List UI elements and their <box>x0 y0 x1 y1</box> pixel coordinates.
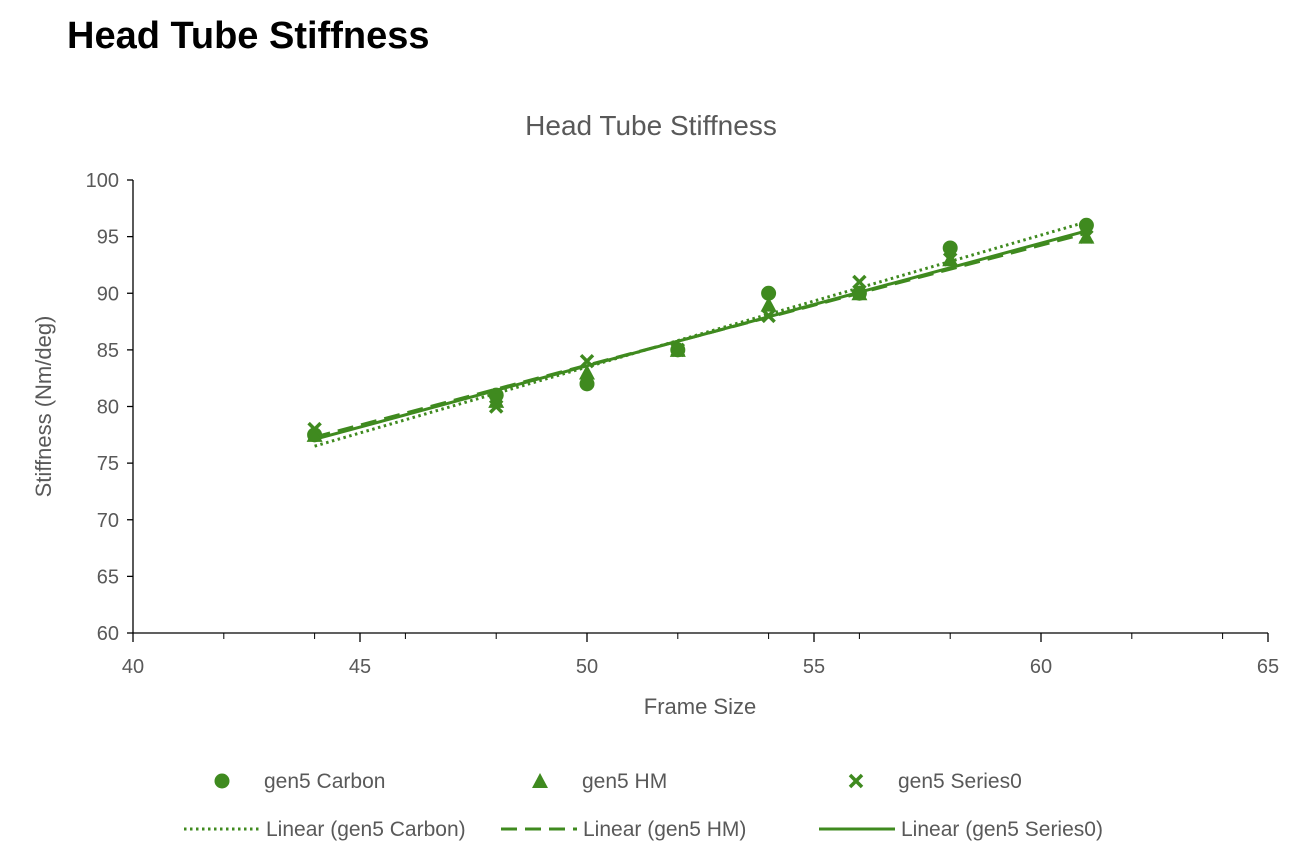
x-tick-label: 65 <box>1257 656 1279 678</box>
data-point-x <box>307 421 322 437</box>
data-point-triangle <box>851 285 868 301</box>
x-axis-label: Frame Size <box>644 694 756 719</box>
x-marker-stroke <box>761 308 776 324</box>
data-point-triangle <box>579 364 595 380</box>
y-tick-label: 60 <box>97 623 119 645</box>
legend-label: Linear (gen5 Carbon) <box>266 818 466 841</box>
x-marker-stroke <box>488 399 504 414</box>
y-tick-label: 95 <box>97 227 119 249</box>
data-point-circle <box>942 240 958 256</box>
x-marker-stroke <box>942 252 958 267</box>
x-tick-label: 40 <box>122 656 144 678</box>
data-point-triangle <box>306 426 323 442</box>
x-tick-label: 60 <box>1030 656 1052 678</box>
x-marker-stroke <box>1079 229 1094 244</box>
y-tick-label: 90 <box>97 283 119 305</box>
data-point-x <box>488 399 504 414</box>
y-tick-label: 80 <box>97 397 119 419</box>
x-marker-stroke <box>579 353 595 369</box>
trendline-solid <box>314 229 1087 441</box>
legend-label: gen5 Carbon <box>264 770 385 793</box>
legend-label: gen5 Series0 <box>898 770 1022 793</box>
legend-marker-triangle <box>532 773 548 788</box>
data-point-x <box>852 274 867 290</box>
page-heading: Head Tube Stiffness <box>67 15 430 57</box>
legend-label: Linear (gen5 HM) <box>583 818 746 841</box>
data-point-x <box>942 252 958 267</box>
x-tick-label: 45 <box>349 656 371 678</box>
y-tick-label: 65 <box>97 566 119 588</box>
trendline-dotted <box>314 220 1087 448</box>
data-point-x <box>579 353 595 369</box>
data-point-x <box>1079 229 1094 244</box>
y-tick-label: 70 <box>97 510 119 532</box>
data-point-circle <box>579 376 595 392</box>
chart-axes: 60 65 70 75 80 85 90 95 100 40 45 50 55 60 65 <box>86 170 1280 678</box>
y-axis-label: Stiffness (Nm/deg) <box>31 316 56 498</box>
y-tick-label: 75 <box>97 453 119 475</box>
legend-label: Linear (gen5 Series0) <box>901 818 1103 841</box>
x-marker-stroke <box>670 342 686 358</box>
x-marker-stroke <box>307 421 322 437</box>
x-tick-label: 50 <box>576 656 598 678</box>
legend: gen5 Carbon gen5 HM gen5 Series0 Linear (ge… <box>184 770 1103 841</box>
data-point-x <box>761 308 776 324</box>
y-tick-label: 85 <box>97 340 119 362</box>
legend-marker-x <box>848 773 864 789</box>
x-tick-label: 55 <box>803 656 825 678</box>
chart-title: Head Tube Stiffness <box>525 110 777 141</box>
data-markers <box>306 217 1095 443</box>
data-point-triangle <box>760 296 777 312</box>
data-point-x <box>670 342 686 358</box>
y-tick-label: 100 <box>86 170 119 192</box>
legend-marker-circle <box>214 773 230 789</box>
data-point-circle <box>761 285 777 301</box>
trendlines <box>314 220 1087 448</box>
legend-label: gen5 HM <box>582 770 667 793</box>
x-marker-stroke <box>852 274 867 290</box>
x-marker-stroke <box>848 773 864 789</box>
data-point-circle <box>1078 217 1094 233</box>
